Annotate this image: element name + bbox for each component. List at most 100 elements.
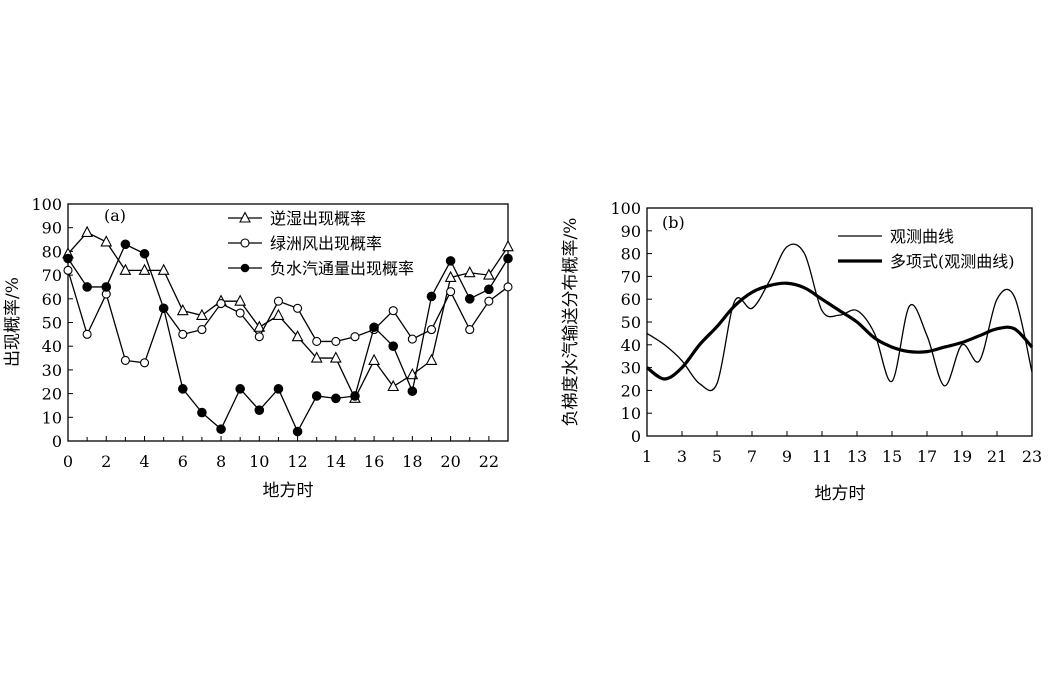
data-point-triangle xyxy=(310,351,323,363)
y-tick-label: 80 xyxy=(42,242,62,261)
data-point-triangle xyxy=(387,379,400,392)
y-tick-label: 70 xyxy=(621,267,641,286)
data-point-open-circle xyxy=(465,325,475,335)
data-point-open-circle xyxy=(388,306,398,316)
data-point-open-circle xyxy=(503,282,513,292)
data-point-filled-circle xyxy=(177,384,188,394)
data-point-filled-circle xyxy=(464,294,475,304)
data-point-triangle xyxy=(138,263,151,275)
data-point-filled-circle xyxy=(311,391,322,401)
data-point-triangle xyxy=(119,263,132,275)
data-point-open-circle xyxy=(426,325,437,335)
y-tick-label: 60 xyxy=(42,290,62,309)
panel-label: (a) xyxy=(104,206,126,225)
legend-label: 观测曲线 xyxy=(890,227,954,246)
y-tick-label: 40 xyxy=(42,337,62,356)
x-tick-label: 22 xyxy=(479,452,499,471)
y-tick-label: 0 xyxy=(52,432,62,451)
data-point-open-circle xyxy=(63,265,73,275)
y-tick-label: 50 xyxy=(42,314,62,333)
x-tick-label: 12 xyxy=(287,452,307,471)
x-tick-label: 23 xyxy=(1022,447,1042,466)
x-tick-label: 13 xyxy=(847,447,867,466)
data-point-filled-circle xyxy=(369,322,379,333)
legend-marker-filled-circle xyxy=(240,263,250,273)
x-tick-label: 14 xyxy=(326,452,346,471)
data-point-triangle xyxy=(368,353,380,365)
data-point-filled-circle xyxy=(388,341,399,352)
series-line-2 xyxy=(646,281,1034,381)
data-point-filled-circle xyxy=(197,407,207,418)
chart-panel-a: 0 10 20 30 40 50 60 70 80 90 100 0 2 4 6 8 10 12 14 16 18 20 2… xyxy=(3,195,514,501)
x-tick-label: 15 xyxy=(882,447,902,466)
x-axis-label: 地方时 xyxy=(263,481,314,501)
y-tick-label: 100 xyxy=(31,195,62,214)
data-point-triangle xyxy=(196,308,208,320)
x-tick-label: 1 xyxy=(642,447,652,466)
x-tick-label: 0 xyxy=(63,452,73,471)
data-point-filled-circle xyxy=(503,253,513,264)
data-point-filled-circle xyxy=(101,282,112,292)
y-tick-label: 30 xyxy=(42,361,62,380)
data-point-open-circle xyxy=(139,358,150,368)
y-tick-label: 80 xyxy=(621,245,641,264)
data-point-filled-circle xyxy=(63,253,73,264)
data-point-filled-circle xyxy=(407,386,418,397)
data-point-open-circle xyxy=(293,303,303,313)
data-point-triangle xyxy=(272,308,285,320)
data-point-open-circle xyxy=(197,325,207,335)
y-tick-label: 20 xyxy=(621,381,641,400)
legend-marker-triangle xyxy=(239,211,251,223)
data-point-triangle xyxy=(482,268,495,280)
data-point-triangle xyxy=(444,270,457,283)
data-point-triangle xyxy=(502,239,514,252)
x-tick-label: 18 xyxy=(402,452,422,471)
data-point-open-circle xyxy=(331,336,341,347)
y-tick-label: 60 xyxy=(621,290,641,309)
data-point-filled-circle xyxy=(350,391,360,401)
data-point-open-circle xyxy=(235,308,245,318)
y-tick-label: 10 xyxy=(42,408,62,427)
data-point-open-circle xyxy=(254,332,264,342)
x-tick-label: 5 xyxy=(712,447,722,466)
data-point-filled-circle xyxy=(445,256,456,266)
data-point-triangle xyxy=(176,303,189,316)
data-point-triangle xyxy=(291,330,304,342)
data-point-open-circle xyxy=(312,336,322,347)
data-point-open-circle xyxy=(484,296,494,306)
plot-frame xyxy=(646,207,1033,437)
x-tick-label: 21 xyxy=(987,447,1007,466)
series-line-1 xyxy=(67,231,509,400)
data-point-filled-circle xyxy=(273,384,284,394)
data-point-open-circle xyxy=(120,355,130,365)
legend-marker-open-circle xyxy=(240,238,250,248)
x-tick-label: 6 xyxy=(178,452,188,471)
x-tick-label: 11 xyxy=(812,447,832,466)
y-tick-label: 90 xyxy=(621,222,641,241)
data-point-filled-circle xyxy=(139,248,150,259)
x-tick-label: 4 xyxy=(139,452,149,471)
data-point-filled-circle xyxy=(158,303,169,314)
x-tick-label: 19 xyxy=(952,447,972,466)
legend-label: 逆湿出现概率 xyxy=(270,209,366,228)
data-point-triangle xyxy=(157,263,170,275)
y-tick-label: 100 xyxy=(610,199,641,218)
y-tick-label: 90 xyxy=(42,219,62,238)
data-point-triangle xyxy=(81,225,94,237)
data-point-triangle xyxy=(425,353,438,365)
data-point-open-circle xyxy=(446,287,456,297)
x-axis-label: 地方时 xyxy=(815,484,866,504)
y-axis-label: 负梯度水汽输送分布概率/% xyxy=(561,218,581,427)
data-point-triangle xyxy=(234,294,247,306)
y-tick-label: 10 xyxy=(621,404,641,423)
data-point-open-circle xyxy=(273,296,283,306)
data-point-open-circle xyxy=(82,329,92,339)
y-tick-label: 40 xyxy=(621,336,641,355)
data-point-filled-circle xyxy=(484,284,494,295)
data-point-triangle xyxy=(463,266,476,278)
y-tick-label: 70 xyxy=(42,266,62,285)
data-point-filled-circle xyxy=(82,282,92,292)
data-point-triangle xyxy=(329,351,342,363)
